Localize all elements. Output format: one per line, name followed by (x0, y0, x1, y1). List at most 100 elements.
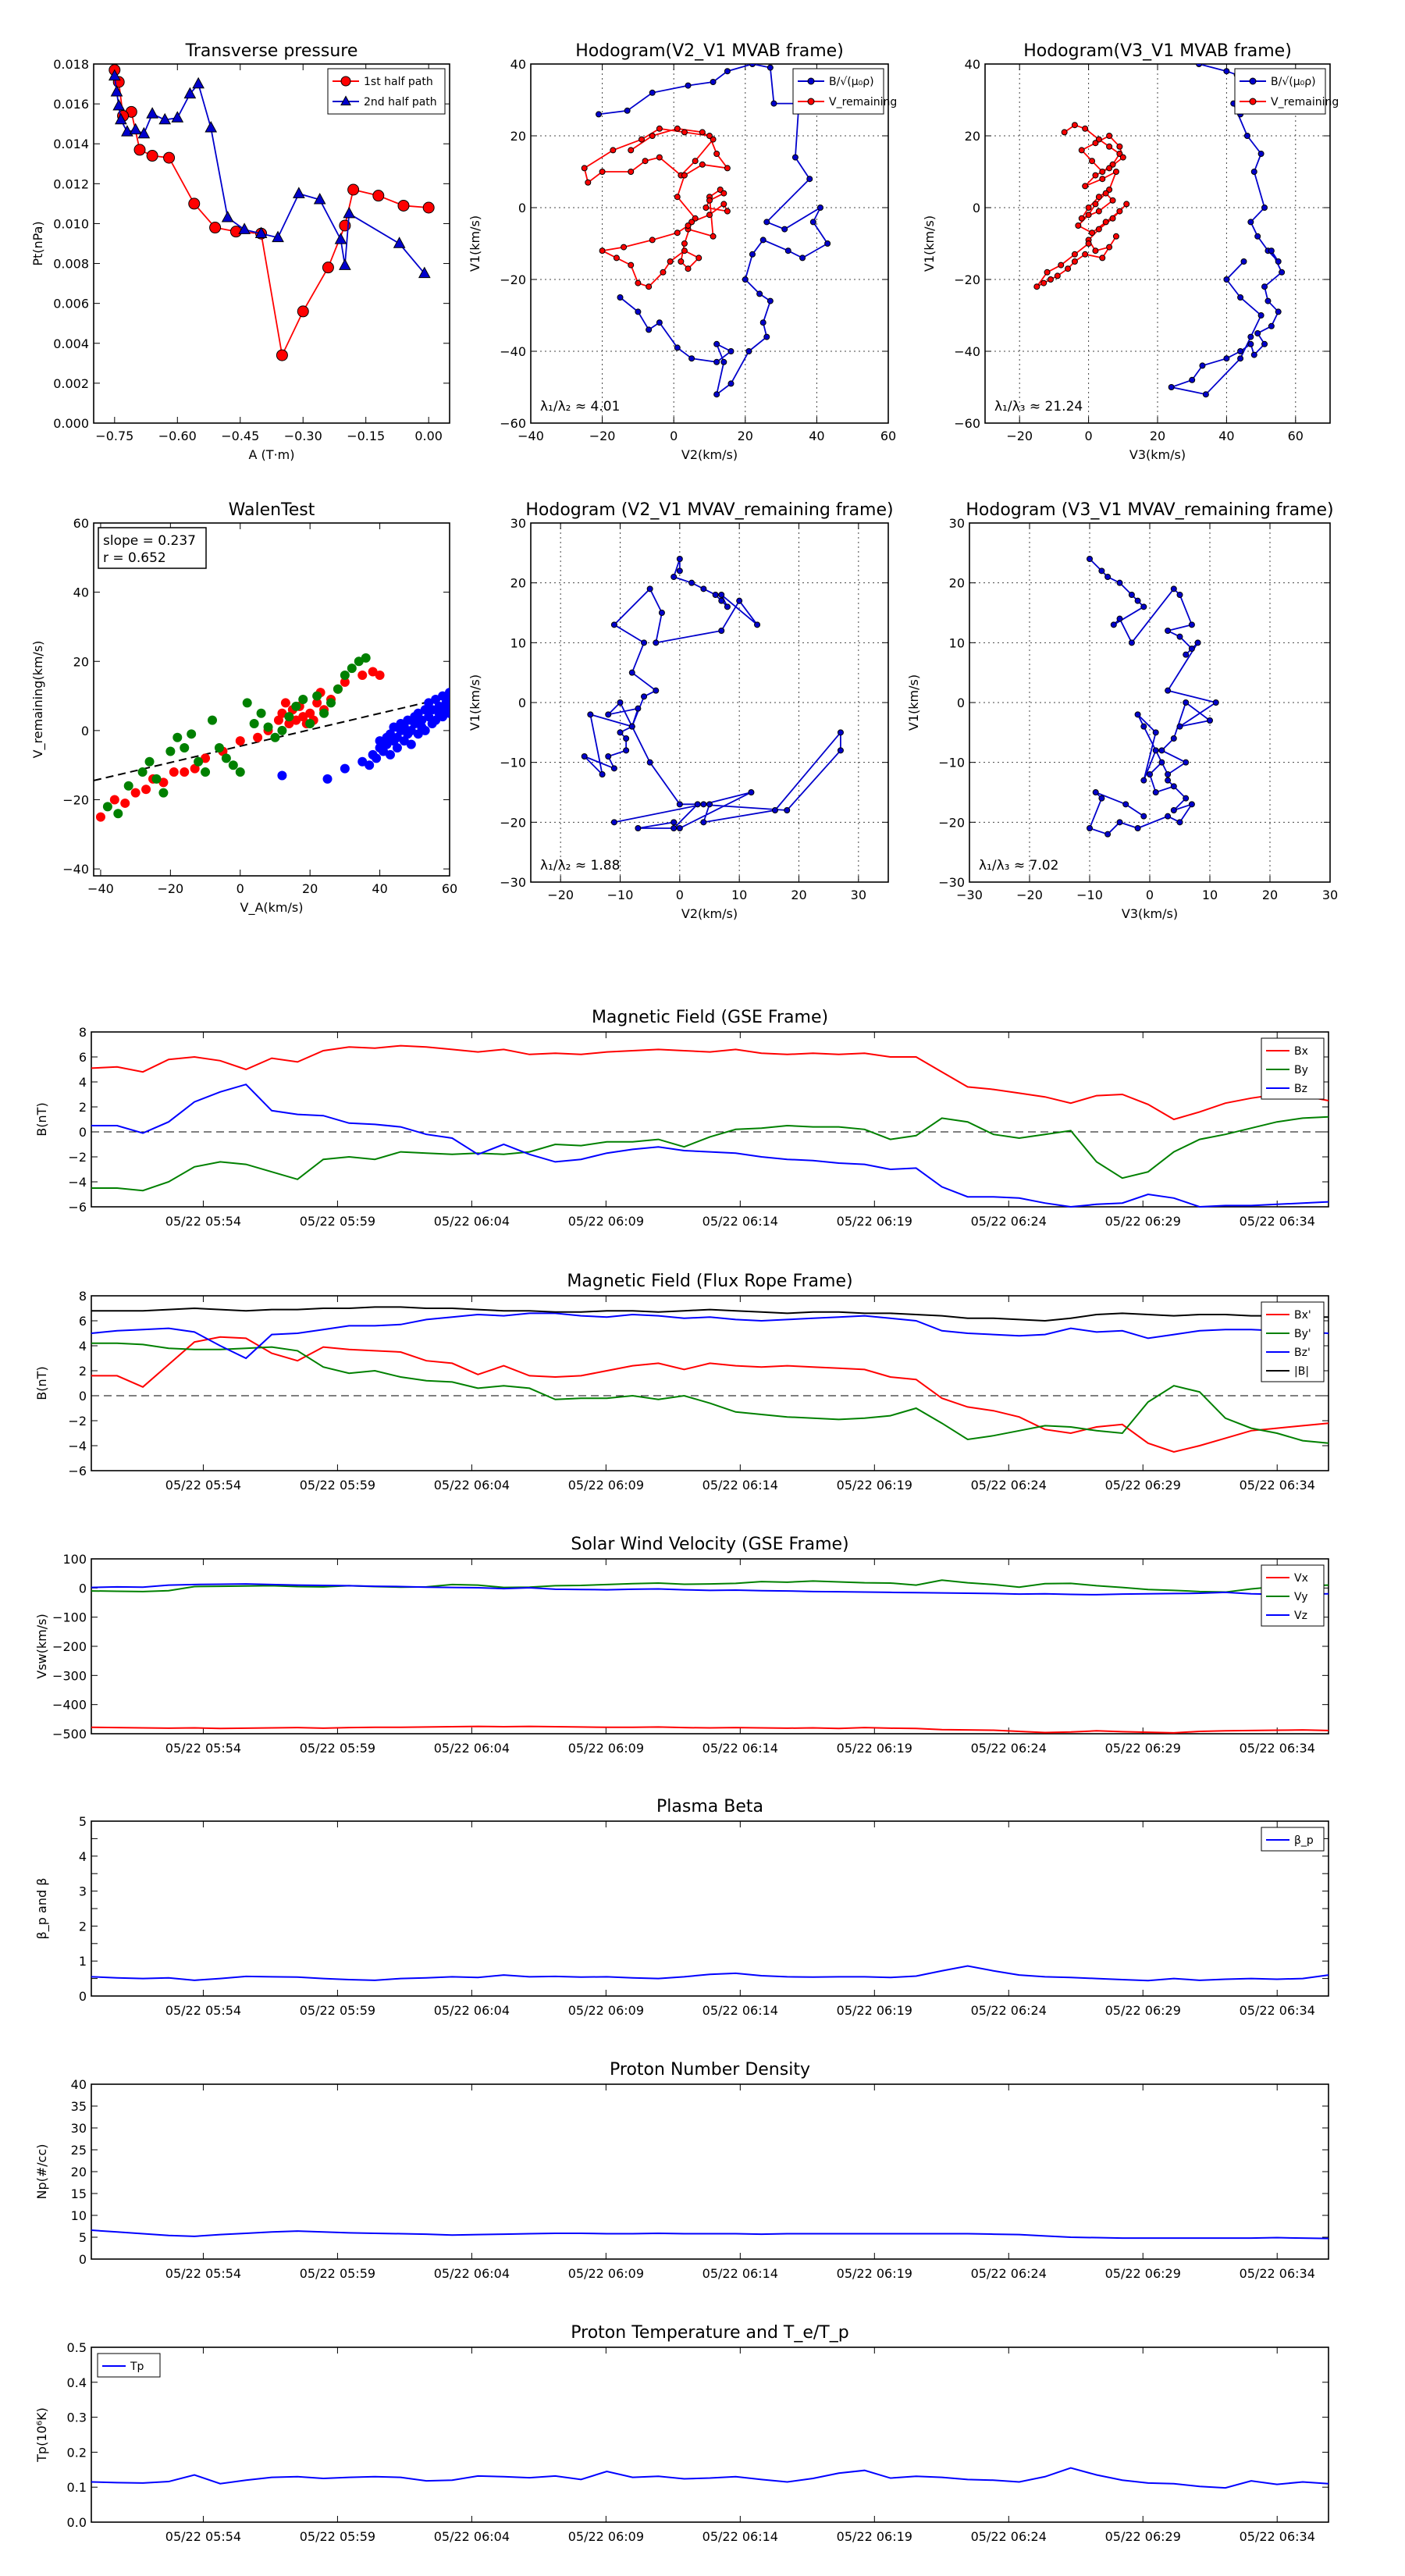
mag_gse-legend-label: Bx (1294, 1045, 1308, 1058)
walen-point (273, 715, 283, 725)
walen-point (242, 698, 252, 708)
walen-point (208, 715, 217, 725)
pt-ytick-label: 0.014 (53, 137, 89, 151)
walen-point (333, 684, 343, 694)
pt-legend-label: 1st half path (364, 76, 433, 88)
h2-point (1189, 376, 1196, 383)
np-ytick-label: 30 (71, 2121, 87, 2136)
mag_fr-ytick-label: −2 (68, 1414, 87, 1429)
walen-point (413, 729, 423, 739)
h1-ytick-label: −20 (500, 272, 526, 287)
beta-legend-label: β_p (1294, 1834, 1314, 1847)
h2-point (1054, 272, 1061, 279)
h1-point (717, 187, 724, 193)
h4-annotation: λ₁/λ₃ ≈ 7.02 (979, 858, 1058, 873)
mag_gse-xtick-label: 05/22 06:29 (1105, 1214, 1181, 1229)
h3-point (623, 735, 630, 742)
pt-point (183, 87, 197, 99)
pt-xtick-label: −0.30 (284, 429, 322, 443)
walen-point (95, 812, 105, 822)
h2-point (1275, 258, 1282, 265)
mag_fr-legend-label: Bx' (1294, 1309, 1311, 1322)
walen-point (284, 712, 294, 722)
h2-point (1254, 330, 1261, 336)
h3-point (605, 753, 612, 760)
walen-point (201, 753, 211, 763)
tp-title: Proton Temperature and T_e/T_p (571, 2323, 848, 2343)
h1-frame (530, 63, 889, 424)
pt-point (129, 123, 142, 135)
walen-point (445, 701, 450, 711)
h1-point (710, 136, 717, 143)
h1-point (674, 344, 681, 351)
np-xtick-label: 05/22 05:59 (300, 2266, 375, 2281)
walen-ytick-label: 60 (73, 516, 89, 531)
mag_fr-ytick-label: 8 (79, 1289, 87, 1304)
np-ytick-label: 15 (71, 2186, 87, 2201)
h2-xtick-label: 60 (1288, 429, 1304, 443)
h3-point (676, 568, 683, 575)
h4-point (1122, 801, 1129, 808)
h1-point (824, 240, 831, 247)
h1-xtick-label: 20 (738, 429, 753, 443)
h3-ytick-label: 10 (510, 635, 526, 650)
h2-point (1033, 283, 1040, 290)
h1-point (763, 333, 770, 340)
tp-xtick-label: 05/22 06:19 (837, 2529, 912, 2544)
mag_fr-ylabel: B(nT) (34, 1366, 49, 1400)
walen-point (291, 701, 301, 711)
h2-point (1240, 258, 1247, 265)
h2-point (1223, 68, 1230, 75)
h4-point (1183, 651, 1190, 658)
h2-point (1250, 169, 1257, 175)
walen-plot-area (94, 653, 450, 822)
tp-chart: 0.0 0.1 0.2 0.3 0.4 0.5 05/22 05:54 05/22 05:59… (34, 2323, 1329, 2544)
tp-ytick-label: 0.3 (67, 2411, 87, 2425)
h3-point (635, 705, 642, 712)
walen-ytick-label: −20 (62, 793, 89, 808)
h1-point (692, 215, 699, 222)
h3-ytick-label: 0 (518, 696, 526, 710)
h4-ytick-label: −10 (938, 756, 965, 770)
tp-ytick-label: 0.0 (67, 2515, 87, 2530)
h2-xlabel: V3(km/s) (1129, 447, 1186, 462)
mag_gse-legend-label: By (1294, 1064, 1308, 1076)
vsw-ytick-label: −400 (52, 1698, 87, 1713)
walen-point (382, 739, 392, 749)
h2-point (1237, 348, 1244, 354)
walen-point (379, 746, 389, 756)
beta-xtick-label: 05/22 06:29 (1105, 2003, 1181, 2018)
h2-point (1109, 197, 1116, 204)
pt-title: Transverse pressure (185, 41, 358, 61)
h1-point (628, 262, 635, 269)
walen-point (445, 708, 450, 718)
h1-point (674, 194, 681, 201)
beta-xtick-label: 05/22 06:19 (837, 2003, 912, 2018)
vsw-ytick-label: −200 (52, 1639, 87, 1654)
h4-point (1116, 819, 1123, 826)
vsw-ytick-label: −300 (52, 1668, 87, 1683)
np-series-line-0 (91, 2229, 1329, 2240)
beta-ytick-label: 4 (79, 1849, 87, 1864)
h2-point (1092, 140, 1099, 147)
h4-point (1176, 592, 1183, 598)
walen-xlabel: V_A(km/s) (240, 900, 304, 916)
h2-ylabel: V1(km/s) (922, 215, 937, 272)
h3-plot-area (581, 556, 844, 831)
h4-point (1134, 711, 1141, 718)
beta-ytick-label: 2 (79, 1919, 87, 1934)
h2-legend: B/√(μ₀ρ) V_remaining (1234, 68, 1339, 115)
walen-point (368, 667, 378, 677)
beta-title: Plasma Beta (656, 1797, 763, 1816)
tp-ytick-label: 0.4 (67, 2375, 87, 2390)
h4-point (1104, 831, 1112, 838)
h2-point (1061, 129, 1068, 136)
pt-point (313, 193, 326, 205)
h1-point (710, 79, 717, 85)
h1-point (710, 233, 717, 240)
h2-point (1243, 133, 1250, 139)
vsw-xtick-label: 05/22 06:19 (837, 1741, 912, 1756)
mag_fr-ytick-label: 6 (79, 1314, 87, 1329)
h2-point (1237, 355, 1244, 362)
